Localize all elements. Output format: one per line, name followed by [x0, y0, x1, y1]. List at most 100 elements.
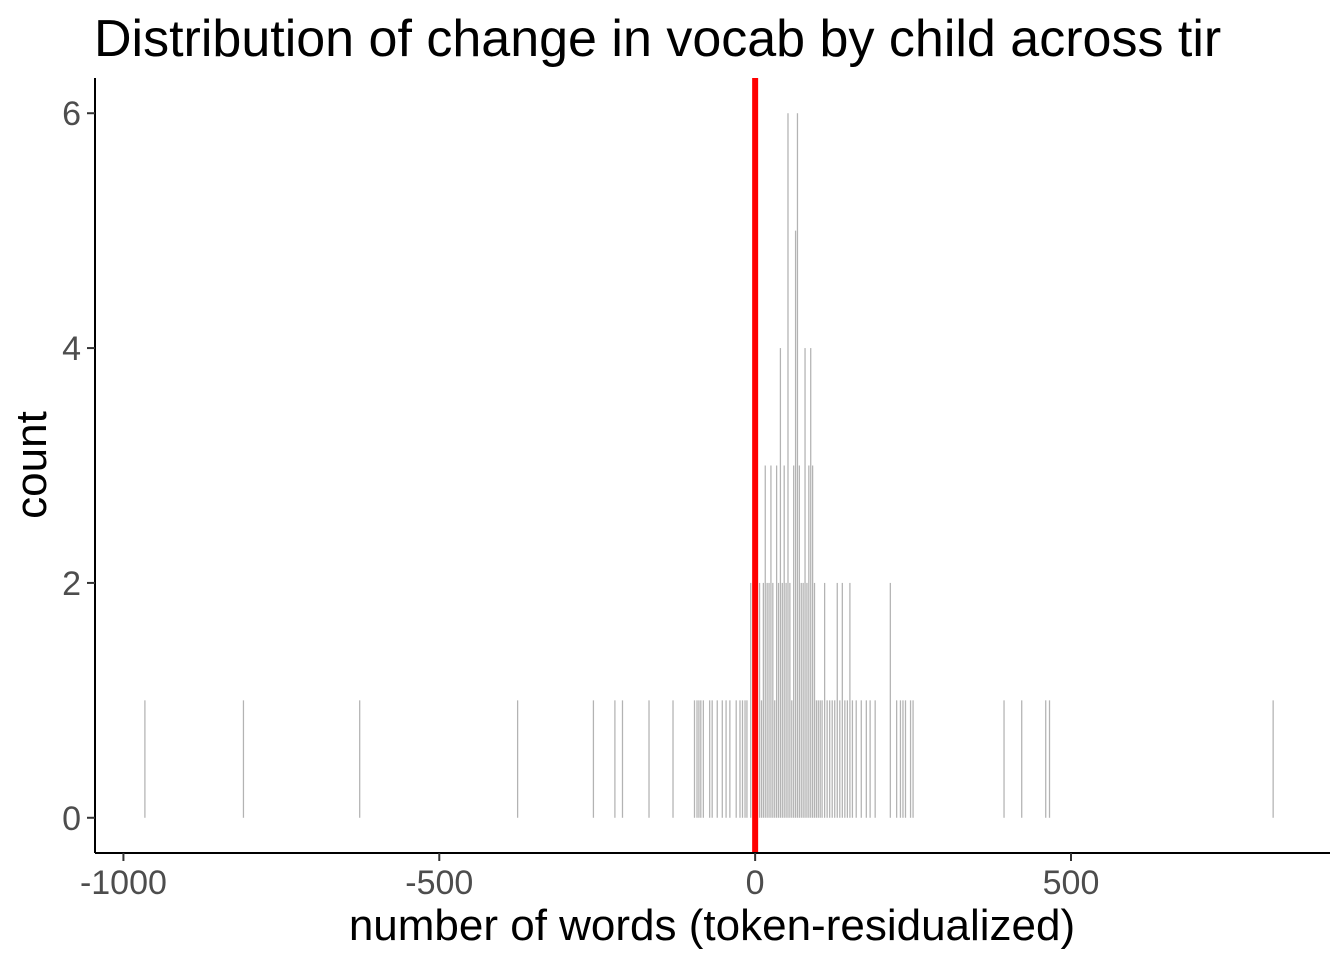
histogram-bar [1048, 700, 1051, 818]
histogram-bar [789, 582, 791, 818]
histogram-bar [796, 113, 799, 818]
histogram-bar [860, 700, 862, 818]
histogram-bars [144, 113, 1274, 818]
histogram-bar [896, 700, 898, 818]
histogram-bar [744, 700, 746, 818]
histogram-bar [693, 700, 696, 818]
histogram-bar [902, 700, 904, 818]
histogram-bar [758, 582, 761, 818]
histogram-bar [810, 348, 812, 818]
histogram-bar [841, 582, 843, 818]
histogram-bar [772, 582, 774, 818]
histogram-bar [696, 700, 698, 818]
histogram-bar [516, 700, 519, 818]
x-tick-label: 500 [1043, 864, 1100, 902]
histogram-bar [851, 700, 854, 818]
histogram-bar [806, 582, 808, 818]
histogram-bar [783, 465, 785, 818]
histogram-bar [819, 700, 821, 818]
histogram-bar [709, 700, 711, 818]
histogram-bar [698, 700, 700, 818]
histogram-bar [592, 700, 595, 818]
histogram-bar [798, 465, 800, 818]
histogram-bar [716, 700, 718, 818]
histogram-bar [787, 113, 789, 818]
histogram-bar [700, 700, 702, 818]
histogram-bar [834, 700, 836, 818]
y-tick-label: 4 [62, 330, 81, 368]
histogram-bar [1021, 700, 1023, 818]
histogram-bar [912, 700, 914, 818]
histogram-bar [826, 700, 828, 818]
histogram-bar [621, 700, 624, 818]
histogram-bar [729, 700, 731, 818]
histogram-bar [794, 230, 797, 818]
histogram-bar [846, 700, 848, 818]
histogram-bar [844, 700, 846, 818]
histogram-bar [849, 582, 851, 818]
histogram-bar [775, 465, 778, 818]
histogram-bar [811, 465, 814, 818]
histogram-bar [777, 582, 780, 818]
histogram-bar [824, 582, 826, 818]
histogram-bar [760, 700, 763, 818]
histogram-bar [836, 582, 838, 818]
histogram-bar [800, 582, 802, 818]
histogram-bar [1003, 700, 1005, 818]
histogram-bar [359, 700, 361, 818]
histogram-bar [785, 582, 787, 818]
y-axis-label: count [7, 411, 56, 519]
x-axis-label: number of words (token-residualized) [349, 901, 1075, 950]
histogram-bar [791, 700, 793, 818]
axes [94, 78, 1330, 854]
histogram-bar [711, 700, 713, 818]
histogram-bar [725, 700, 727, 818]
histogram-bar [815, 700, 818, 818]
histogram-bar [774, 700, 776, 818]
histogram-bar [746, 700, 748, 818]
chart-title: Distribution of change in vocab by child… [94, 10, 1221, 68]
x-axis-ticks: -1000 -500 0 500 [80, 853, 1099, 902]
histogram-bar [821, 700, 823, 818]
histogram-bar [869, 700, 871, 818]
histogram-bar [817, 700, 819, 818]
histogram-bar [1045, 700, 1047, 818]
histogram-bar [762, 582, 764, 818]
histogram-bar [764, 465, 766, 818]
histogram-bar [721, 700, 723, 818]
x-tick-label: -1000 [80, 864, 167, 902]
histogram-bar [899, 700, 902, 818]
histogram-bar [672, 700, 674, 818]
histogram-bar [909, 700, 912, 818]
histogram-bar [1272, 700, 1274, 818]
histogram-bar [614, 700, 616, 818]
y-tick-label: 0 [62, 800, 81, 838]
histogram-bar [702, 700, 704, 818]
histogram-bar [804, 348, 806, 818]
y-tick-label: 6 [62, 95, 81, 133]
histogram-bar [735, 700, 737, 818]
histogram-bar [808, 465, 810, 818]
histogram-bar [802, 582, 804, 818]
histogram-bar [144, 700, 146, 818]
histogram-bar [865, 700, 867, 818]
y-tick-label: 2 [62, 565, 81, 603]
histogram-bar [831, 700, 833, 818]
histogram-bar [768, 582, 770, 818]
histogram-bar [770, 465, 772, 818]
histogram-bar [648, 700, 650, 818]
x-tick-label: -500 [405, 864, 473, 902]
histogram-bar [874, 700, 876, 818]
histogram-bar [839, 700, 841, 818]
histogram-bar [855, 700, 857, 818]
histogram-bar [904, 700, 907, 818]
histogram-bar [766, 582, 768, 818]
histogram-bar [889, 582, 891, 818]
histogram-bar [829, 700, 831, 818]
histogram-bar [793, 465, 795, 818]
histogram-bar [750, 582, 752, 818]
histogram-bar [779, 348, 782, 818]
histogram-bar [813, 582, 816, 818]
histogram-bar [781, 582, 783, 818]
